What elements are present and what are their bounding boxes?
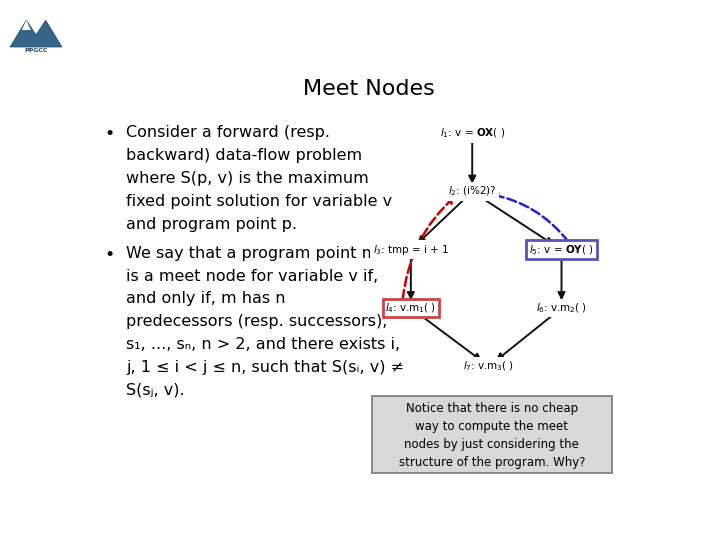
Text: fixed point solution for variable v: fixed point solution for variable v — [126, 194, 392, 208]
Text: is a meet node for variable v if,: is a meet node for variable v if, — [126, 268, 379, 284]
Text: Consider a forward (resp.: Consider a forward (resp. — [126, 125, 330, 140]
Text: We say that a program point m: We say that a program point m — [126, 246, 377, 261]
Text: $\it{l}_5$: v = $\mathbf{OY}$( ): $\it{l}_5$: v = $\mathbf{OY}$( ) — [529, 243, 594, 256]
Text: PPGCC: PPGCC — [24, 49, 48, 53]
Text: •: • — [104, 125, 114, 143]
Text: backward) data-flow problem: backward) data-flow problem — [126, 148, 362, 163]
Text: $\it{l}_2$: (i%2)?: $\it{l}_2$: (i%2)? — [448, 185, 497, 198]
Text: •: • — [104, 246, 114, 264]
Text: S(sⱼ, v).: S(sⱼ, v). — [126, 383, 185, 398]
Text: $\it{l}_3$: tmp = i + 1: $\it{l}_3$: tmp = i + 1 — [373, 243, 449, 257]
Polygon shape — [22, 20, 31, 30]
Text: $\it{l}_1$: v = $\mathbf{OX}$( ): $\it{l}_1$: v = $\mathbf{OX}$( ) — [440, 126, 505, 140]
Text: where S(p, v) is the maximum: where S(p, v) is the maximum — [126, 171, 369, 186]
Text: Meet Nodes: Meet Nodes — [303, 79, 435, 99]
Polygon shape — [10, 20, 62, 47]
Text: $\it{l}_7$: v.m$_3$( ): $\it{l}_7$: v.m$_3$( ) — [464, 360, 515, 373]
FancyBboxPatch shape — [372, 396, 612, 474]
Text: s₁, ..., sₙ, n > 2, and there exists i,: s₁, ..., sₙ, n > 2, and there exists i, — [126, 337, 400, 352]
Text: predecessors (resp. successors),: predecessors (resp. successors), — [126, 314, 387, 329]
Text: $\it{l}_6$: v.m$_2$( ): $\it{l}_6$: v.m$_2$( ) — [536, 301, 587, 315]
Text: j, 1 ≤ i < j ≤ n, such that S(sᵢ, v) ≠: j, 1 ≤ i < j ≤ n, such that S(sᵢ, v) ≠ — [126, 360, 404, 375]
Text: $\it{l}_4$: v.m$_1$( ): $\it{l}_4$: v.m$_1$( ) — [385, 301, 436, 315]
Text: Notice that there is no cheap
way to compute the meet
nodes by just considering : Notice that there is no cheap way to com… — [398, 402, 585, 469]
Text: and program point p.: and program point p. — [126, 217, 297, 232]
Text: and only if, m has n: and only if, m has n — [126, 292, 286, 306]
